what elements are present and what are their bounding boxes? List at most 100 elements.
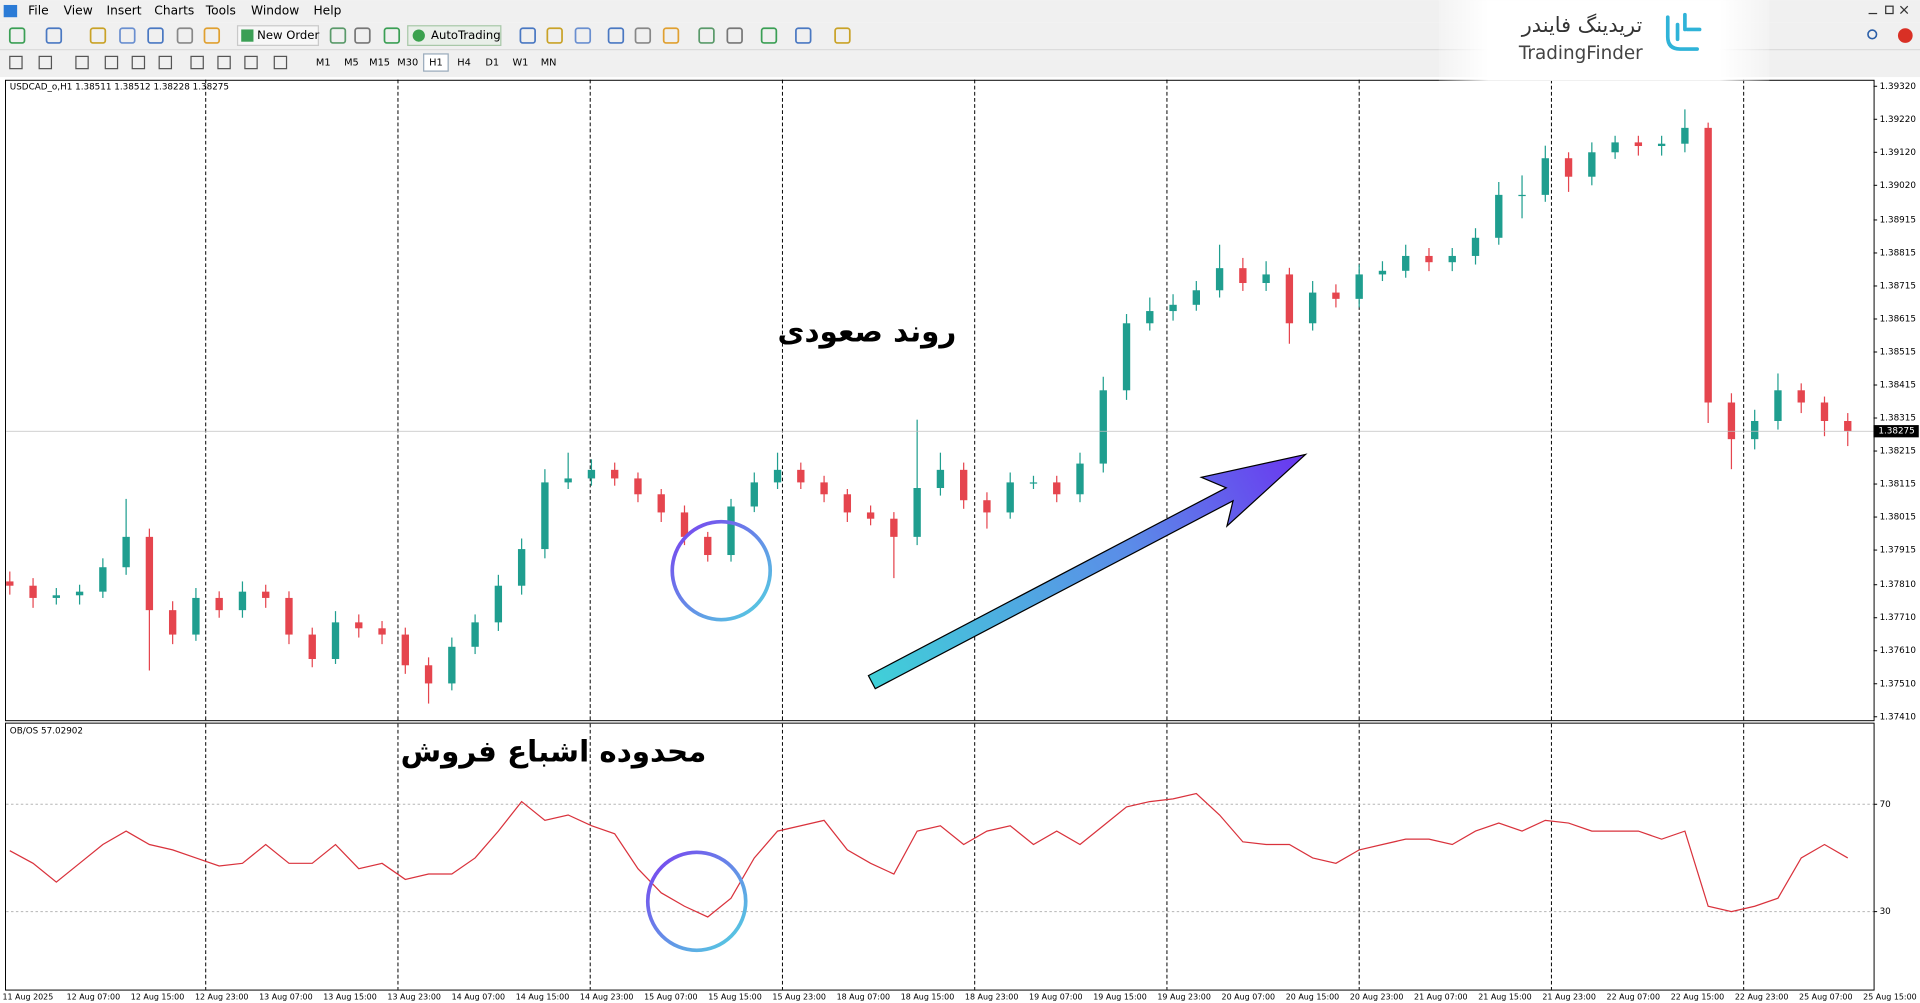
toolbar-icon[interactable] xyxy=(574,27,592,44)
timeframe-button[interactable]: W1 xyxy=(512,58,528,69)
indicator-panel xyxy=(5,722,1875,991)
draw-tool-icon[interactable] xyxy=(131,55,146,70)
x-tick-label: 22 Aug 15:00 xyxy=(1671,992,1725,1001)
toolbar-icon[interactable] xyxy=(834,27,851,44)
toolbar-icon[interactable] xyxy=(519,27,536,44)
toolbar-icon[interactable] xyxy=(89,27,107,44)
toolbar-icon[interactable] xyxy=(354,27,371,44)
timeframe-button[interactable]: M30 xyxy=(397,58,418,69)
candle-body xyxy=(1029,482,1038,484)
toolbar-icon[interactable] xyxy=(383,27,401,44)
x-tick-label: 14 Aug 15:00 xyxy=(516,992,570,1001)
toolbar-icon[interactable] xyxy=(329,27,347,44)
draw-tool-icon[interactable] xyxy=(38,55,53,70)
timeframe-button[interactable]: H1 xyxy=(429,58,443,69)
x-tick-label: 20 Aug 15:00 xyxy=(1286,992,1340,1001)
new-order-button[interactable] xyxy=(236,25,319,46)
candle-body xyxy=(843,494,852,513)
x-tick-label: 21 Aug 23:00 xyxy=(1542,992,1596,1001)
x-tick-label: 15 Aug 15:00 xyxy=(708,992,762,1001)
candle-body xyxy=(1076,463,1084,495)
toolbar-icon[interactable] xyxy=(698,27,715,44)
draw-tool-icon[interactable] xyxy=(244,55,258,70)
draw-tool-icon[interactable] xyxy=(104,55,119,70)
timeframe-button[interactable]: MN xyxy=(541,58,557,69)
candle-body xyxy=(1332,292,1340,299)
y-tick-label: 1.38015 xyxy=(1880,513,1916,523)
toolbar-icon[interactable] xyxy=(760,27,778,44)
toolbar-icon[interactable] xyxy=(726,27,743,44)
indicator-info: OB/OS 57.02902 xyxy=(10,727,83,737)
candle-body xyxy=(564,478,572,483)
candle-body xyxy=(145,536,154,611)
menu-item[interactable]: View xyxy=(64,4,93,18)
draw-tool-icon[interactable] xyxy=(9,55,23,70)
menu-item[interactable]: Window xyxy=(251,4,299,18)
candle-body xyxy=(1053,482,1061,495)
candle-body xyxy=(1657,143,1666,147)
restore-button[interactable] xyxy=(1885,5,1894,15)
toolbar-icon[interactable] xyxy=(546,27,563,44)
menu-item[interactable]: Charts xyxy=(154,4,194,18)
candle-body xyxy=(1285,274,1294,324)
toolbar-icon[interactable] xyxy=(45,27,63,44)
notification-badge[interactable] xyxy=(1897,28,1913,43)
timeframe-button[interactable]: H4 xyxy=(457,58,471,69)
timeframe-button[interactable]: M15 xyxy=(369,58,390,69)
draw-tool-icon[interactable] xyxy=(75,55,89,70)
toolbar-icon[interactable] xyxy=(634,27,652,44)
toolbar-icon[interactable] xyxy=(176,27,194,44)
candle-body xyxy=(634,478,642,495)
draw-tool-icon[interactable] xyxy=(217,55,231,70)
candle-body xyxy=(890,518,898,537)
x-tick-label: 21 Aug 07:00 xyxy=(1414,992,1468,1001)
toolbar-icon[interactable] xyxy=(203,27,221,44)
draw-tool-icon[interactable] xyxy=(158,55,173,70)
toolbar-icon[interactable] xyxy=(607,27,625,44)
candle-body xyxy=(1774,390,1782,421)
candle-body xyxy=(1239,268,1247,284)
x-tick-label: 22 Aug 07:00 xyxy=(1607,992,1661,1001)
candle-body xyxy=(192,597,200,635)
plot: 1.37410 1.37510 1.37610 1.37710 1.37810 1.379… xyxy=(2,79,1919,1001)
toolbar-icon[interactable] xyxy=(8,27,26,44)
x-tick-label: 12 Aug 23:00 xyxy=(195,992,249,1001)
candle-body xyxy=(517,549,526,586)
toolbar-icon[interactable] xyxy=(147,27,164,44)
x-tick-label: 19 Aug 15:00 xyxy=(1093,992,1147,1001)
menu-item[interactable]: Insert xyxy=(107,4,142,18)
autotrading-button[interactable] xyxy=(407,25,502,46)
candle-body xyxy=(1122,323,1131,391)
draw-tool-icon[interactable] xyxy=(190,55,204,70)
candle-body xyxy=(1495,194,1503,238)
timeframe-button[interactable]: D1 xyxy=(485,58,499,69)
toolbar-icon[interactable] xyxy=(795,27,812,44)
x-tick-label: 18 Aug 07:00 xyxy=(837,992,891,1001)
y-tick-label: 1.39020 xyxy=(1880,181,1917,191)
autotrading-label: AutoTrading xyxy=(431,28,501,42)
search-button[interactable] xyxy=(1867,29,1878,40)
toolbar-icon[interactable] xyxy=(119,27,136,44)
x-tick-label: 25 Aug 15:00 xyxy=(1863,992,1917,1001)
menu-item[interactable]: File xyxy=(28,4,48,18)
draw-tool-icon[interactable] xyxy=(273,55,288,70)
x-tick-label: 19 Aug 23:00 xyxy=(1157,992,1211,1001)
toolbar-icons xyxy=(8,27,851,70)
candle-body xyxy=(1751,420,1759,440)
timeframe-button[interactable]: M5 xyxy=(344,58,359,69)
candle-body xyxy=(1820,402,1829,421)
toolbar-icon[interactable] xyxy=(662,27,680,44)
candle-body xyxy=(99,567,107,592)
close-button[interactable] xyxy=(1899,5,1909,14)
y-tick-label: 1.37915 xyxy=(1880,546,1916,556)
menu-item[interactable]: Help xyxy=(313,4,341,18)
timeframe-button[interactable]: M1 xyxy=(316,58,331,69)
x-tick-label: 13 Aug 07:00 xyxy=(259,992,313,1001)
highlight-circle xyxy=(670,519,773,622)
symbol-info: USDCAD_o,H1 1.38511 1.38512 1.38228 1.38… xyxy=(10,83,229,93)
x-tick-label: 14 Aug 07:00 xyxy=(452,992,506,1001)
watermark-persian: تریدینگ فایندر xyxy=(1521,13,1643,37)
y-tick-label: 1.37810 xyxy=(1880,580,1917,590)
menu-item[interactable]: Tools xyxy=(205,4,236,18)
